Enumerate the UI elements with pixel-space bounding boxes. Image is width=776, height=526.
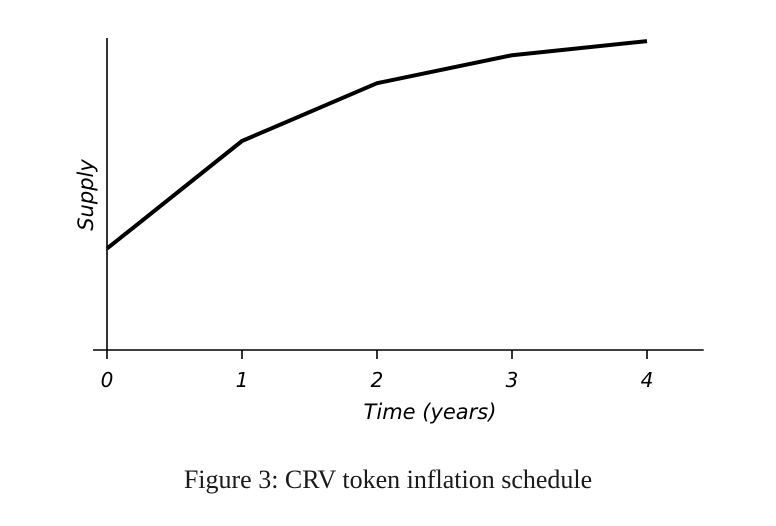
axes	[93, 38, 704, 351]
x-tick-label-1: 1	[236, 368, 249, 392]
x-tick-label-0: 0	[101, 368, 114, 392]
figure-caption: Figure 3: CRV token inflation schedule	[183, 465, 593, 494]
chart: 0 1 2 3 4 Time (years) Supply	[74, 38, 704, 424]
x-axis-label: Time (years)	[364, 400, 497, 424]
x-tick-label-3: 3	[506, 368, 519, 392]
supply-line	[105, 39, 648, 251]
x-tick-labels: 0 1 2 3 4	[101, 368, 654, 392]
x-tick-label-2: 2	[371, 368, 384, 392]
x-ticks	[106, 350, 648, 359]
y-axis-label: Supply	[74, 159, 98, 231]
data-points	[107, 41, 647, 249]
x-tick-label-4: 4	[641, 368, 654, 392]
